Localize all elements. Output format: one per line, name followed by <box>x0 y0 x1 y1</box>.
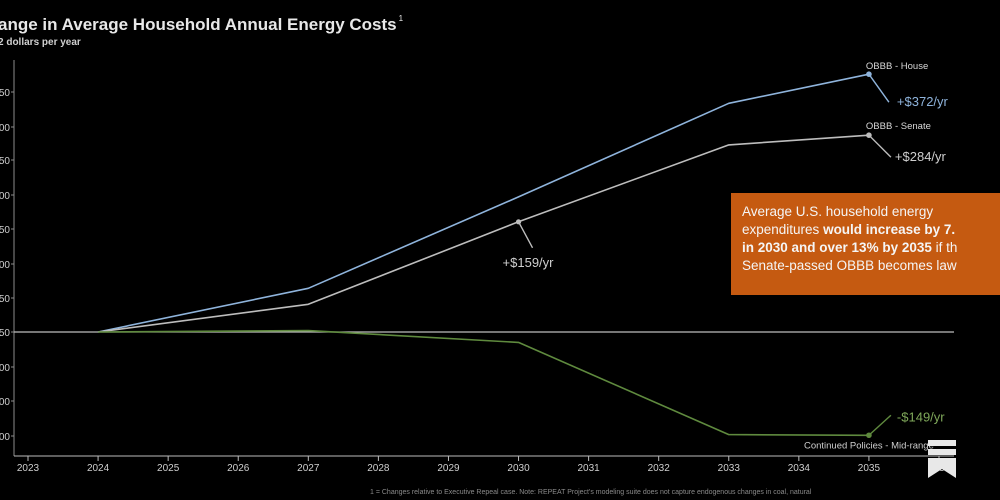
y-tick-label: 00 <box>0 363 10 374</box>
y-tick-label: 50 <box>0 88 10 99</box>
x-tick-label: 2025 <box>157 463 180 474</box>
annotation-leader-line <box>868 134 892 158</box>
annotation-leader-line <box>868 414 892 436</box>
annotation-label: +$372/yr <box>897 94 949 109</box>
annotation-label: +$159/yr <box>503 255 555 270</box>
x-tick-label: 2031 <box>577 463 600 474</box>
x-tick-label: 2034 <box>788 463 811 474</box>
annotation-label: +$284/yr <box>895 149 947 164</box>
x-tick-label: 2027 <box>297 463 320 474</box>
series-name-label: OBBB - House <box>866 61 928 72</box>
series-line <box>98 329 869 437</box>
annotations: +$372/yr +$284/yr +$159/yr -$149/yr <box>503 73 949 436</box>
y-tick-label: 50 <box>0 225 10 236</box>
y-tick-label: 50 <box>0 156 10 167</box>
callout-box: Average U.S. household energy expenditur… <box>731 193 1000 295</box>
y-tick-label: 50 <box>0 294 10 305</box>
series-name-label: Continued Policies - Mid-range <box>804 440 934 451</box>
y-tick-label: 00 <box>0 191 10 202</box>
y-tick-label: 50 <box>0 328 10 339</box>
series-name-label: OBBB - Senate <box>866 121 931 132</box>
x-tick-label: 2030 <box>507 463 530 474</box>
callout-line-4: Senate-passed OBBB becomes law <box>742 258 957 273</box>
y-tick-label: 00 <box>0 432 10 443</box>
callout-line-2: expenditures would increase by 7. <box>742 222 956 237</box>
y-tick-label: 00 <box>0 123 10 134</box>
bookmark-logo-icon <box>928 440 956 478</box>
x-tick-label: 2033 <box>718 463 741 474</box>
series-labels: OBBB - House OBBB - Senate Continued Polic… <box>804 61 934 451</box>
annotation-leader-line <box>868 73 890 103</box>
chart-subtitle: 2 dollars per year <box>0 37 81 48</box>
x-tick-label: 2029 <box>437 463 460 474</box>
x-tick-label: 2026 <box>227 463 250 474</box>
chart-title: ange in Average Household Annual Energy … <box>0 14 404 34</box>
x-tick-label: 2024 <box>87 463 110 474</box>
x-tick-label: 2032 <box>648 463 671 474</box>
annotation-leader-line <box>517 221 534 249</box>
annotation-marker <box>515 219 522 225</box>
callout-line-3: in 2030 and over 13% by 2035 if th <box>742 240 958 255</box>
x-tick-label: 2023 <box>17 463 40 474</box>
y-axis: 50 00 50 00 50 00 50 50 00 00 00 <box>0 60 15 456</box>
callout-line-1: Average U.S. household energy <box>742 204 934 219</box>
title-footnote-marker: 1 <box>398 14 404 23</box>
x-tick-label: 2035 <box>858 463 881 474</box>
y-tick-label: 00 <box>0 397 10 408</box>
series-line <box>97 73 870 333</box>
y-tick-label: 00 <box>0 260 10 271</box>
footnote: 1 = Changes relative to Executive Repeal… <box>370 489 812 496</box>
x-tick-label: 2028 <box>367 463 390 474</box>
x-axis: 2023 2024 2025 2026 2027 2028 2029 2030 2031 2032… <box>14 455 954 474</box>
annotation-label: -$149/yr <box>897 409 945 424</box>
